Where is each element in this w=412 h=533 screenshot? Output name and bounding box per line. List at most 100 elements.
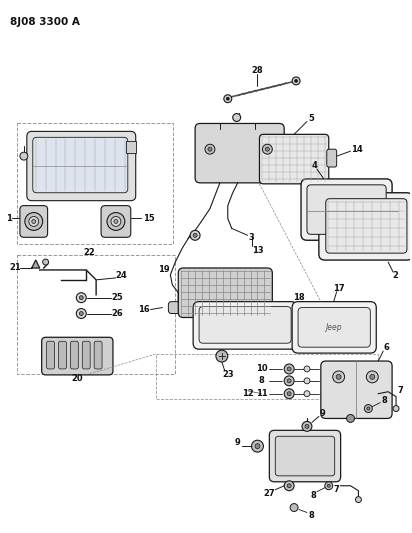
Text: 8: 8: [259, 376, 265, 385]
Text: 1: 1: [6, 214, 12, 223]
Circle shape: [304, 378, 310, 384]
FancyBboxPatch shape: [321, 361, 392, 418]
Circle shape: [255, 443, 260, 449]
Circle shape: [287, 379, 291, 383]
Text: 22: 22: [83, 248, 95, 257]
Text: 8: 8: [381, 396, 387, 405]
Circle shape: [325, 482, 333, 490]
Circle shape: [393, 406, 399, 411]
FancyBboxPatch shape: [59, 341, 66, 369]
Circle shape: [287, 392, 291, 395]
Circle shape: [284, 389, 294, 399]
Circle shape: [302, 422, 312, 431]
FancyBboxPatch shape: [260, 134, 329, 184]
Circle shape: [327, 484, 330, 487]
Text: 15: 15: [143, 214, 154, 223]
FancyBboxPatch shape: [82, 341, 90, 369]
Circle shape: [305, 424, 309, 429]
FancyBboxPatch shape: [42, 337, 113, 375]
FancyBboxPatch shape: [195, 124, 284, 183]
FancyBboxPatch shape: [269, 430, 341, 482]
FancyBboxPatch shape: [298, 308, 370, 347]
Text: 13: 13: [252, 246, 263, 255]
Text: 23: 23: [222, 370, 234, 379]
Text: 10: 10: [255, 365, 267, 374]
Text: 25: 25: [111, 293, 123, 302]
Circle shape: [346, 415, 354, 423]
Text: 8J08 3300 A: 8J08 3300 A: [10, 17, 80, 27]
FancyBboxPatch shape: [33, 138, 128, 193]
Bar: [17, 124, 173, 244]
FancyBboxPatch shape: [327, 149, 337, 167]
Bar: [126, 141, 136, 153]
Polygon shape: [32, 260, 40, 268]
Circle shape: [304, 391, 310, 397]
Text: 8: 8: [308, 511, 314, 520]
Circle shape: [366, 371, 378, 383]
Circle shape: [190, 230, 200, 240]
Text: 19: 19: [158, 265, 169, 274]
Circle shape: [233, 114, 241, 122]
Text: 12: 12: [242, 389, 253, 398]
Circle shape: [284, 481, 294, 491]
Text: 7: 7: [334, 485, 339, 494]
Circle shape: [43, 259, 49, 265]
Circle shape: [295, 79, 297, 83]
Text: 9: 9: [235, 438, 241, 447]
Circle shape: [20, 152, 28, 160]
Text: 17: 17: [333, 284, 344, 293]
Text: 9: 9: [320, 409, 325, 418]
FancyBboxPatch shape: [70, 341, 78, 369]
Text: 28: 28: [252, 66, 263, 75]
FancyBboxPatch shape: [301, 179, 392, 240]
FancyBboxPatch shape: [20, 206, 48, 237]
Circle shape: [216, 350, 228, 362]
Circle shape: [205, 144, 215, 154]
Circle shape: [114, 220, 118, 223]
Circle shape: [224, 95, 232, 103]
Text: 6: 6: [383, 343, 389, 352]
Text: 14: 14: [351, 144, 362, 154]
FancyBboxPatch shape: [275, 437, 335, 476]
Text: 18: 18: [293, 293, 305, 302]
Circle shape: [367, 407, 370, 410]
Text: 3: 3: [249, 233, 254, 242]
Circle shape: [76, 309, 86, 319]
FancyBboxPatch shape: [178, 268, 272, 318]
Text: 2: 2: [392, 271, 398, 280]
Text: 11: 11: [255, 389, 267, 398]
Circle shape: [287, 367, 291, 371]
Text: Jeep: Jeep: [325, 323, 342, 332]
Text: 26: 26: [111, 309, 123, 318]
FancyBboxPatch shape: [307, 185, 386, 235]
FancyBboxPatch shape: [27, 131, 136, 200]
FancyBboxPatch shape: [169, 302, 188, 313]
Text: 7: 7: [397, 386, 403, 395]
Text: 24: 24: [115, 271, 127, 280]
Text: 8: 8: [310, 491, 316, 500]
Circle shape: [76, 293, 86, 303]
Text: 21: 21: [9, 263, 21, 272]
FancyBboxPatch shape: [319, 193, 412, 260]
Circle shape: [364, 405, 372, 413]
FancyBboxPatch shape: [292, 302, 376, 353]
Circle shape: [79, 296, 83, 300]
FancyBboxPatch shape: [193, 302, 297, 349]
FancyBboxPatch shape: [326, 199, 407, 253]
Circle shape: [370, 374, 375, 379]
Circle shape: [292, 77, 300, 85]
Circle shape: [284, 364, 294, 374]
Bar: [17, 255, 176, 374]
Circle shape: [79, 312, 83, 316]
FancyBboxPatch shape: [101, 206, 131, 237]
Text: 27: 27: [264, 489, 275, 498]
Text: 4: 4: [312, 160, 318, 169]
Text: 5: 5: [308, 114, 314, 123]
Circle shape: [208, 147, 212, 151]
Circle shape: [290, 504, 298, 512]
Circle shape: [287, 484, 291, 488]
Text: 16: 16: [138, 305, 150, 314]
Circle shape: [32, 220, 36, 223]
Circle shape: [25, 213, 43, 230]
Circle shape: [29, 216, 39, 227]
